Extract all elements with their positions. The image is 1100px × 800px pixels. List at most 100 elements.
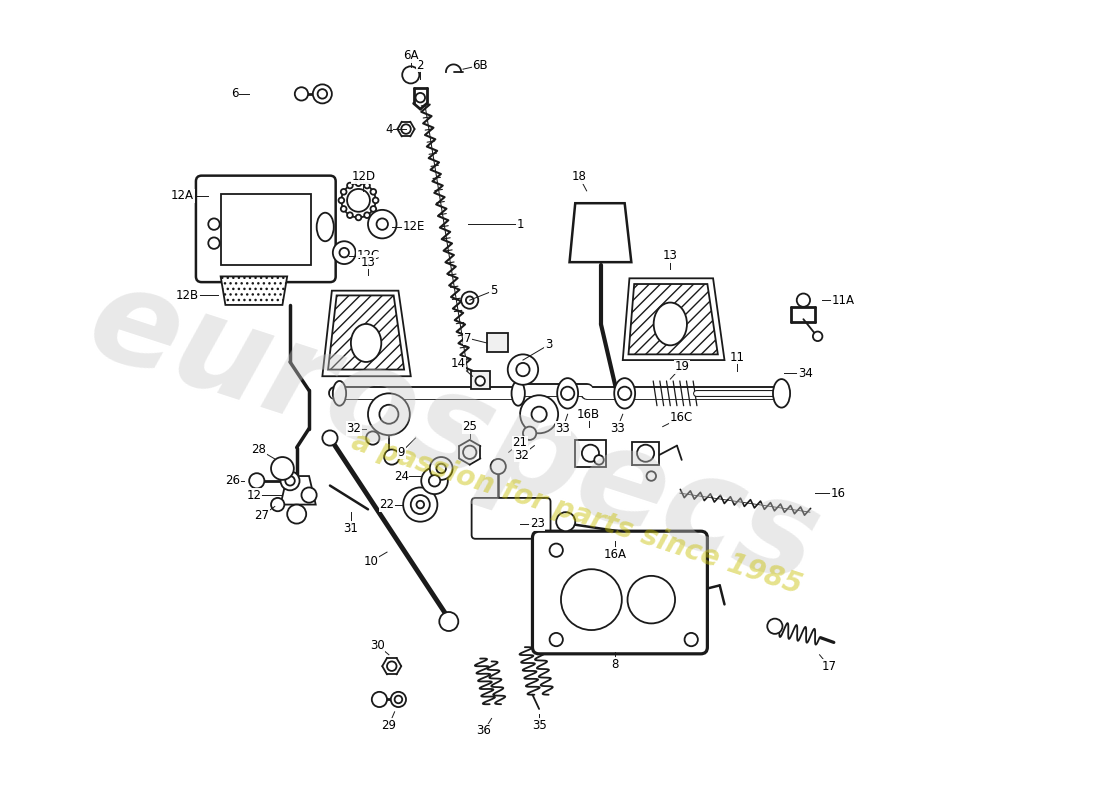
Circle shape — [364, 212, 370, 218]
Text: 12: 12 — [246, 489, 262, 502]
Circle shape — [594, 455, 604, 465]
Text: 8: 8 — [612, 658, 619, 670]
Text: 11A: 11A — [832, 294, 855, 306]
Circle shape — [637, 445, 654, 462]
Circle shape — [461, 292, 478, 309]
Ellipse shape — [351, 324, 382, 362]
Circle shape — [287, 505, 306, 523]
Text: 34: 34 — [798, 367, 813, 380]
Text: 23: 23 — [530, 517, 544, 530]
Circle shape — [372, 692, 387, 707]
Ellipse shape — [558, 378, 579, 409]
Circle shape — [561, 570, 621, 630]
Circle shape — [516, 363, 529, 376]
Circle shape — [550, 543, 563, 557]
Text: 12E: 12E — [403, 221, 425, 234]
Bar — [632, 442, 659, 465]
Text: 24: 24 — [394, 470, 409, 482]
Circle shape — [531, 406, 547, 422]
Bar — [575, 440, 606, 466]
Text: 28: 28 — [251, 443, 266, 456]
Circle shape — [684, 633, 697, 646]
Circle shape — [557, 512, 575, 531]
Circle shape — [376, 218, 388, 230]
Text: 33: 33 — [556, 422, 570, 435]
Circle shape — [322, 430, 338, 446]
Polygon shape — [328, 295, 404, 370]
Circle shape — [208, 218, 220, 230]
Circle shape — [390, 692, 406, 707]
Text: 12B: 12B — [176, 289, 199, 302]
FancyBboxPatch shape — [472, 498, 550, 538]
FancyBboxPatch shape — [196, 176, 336, 282]
Text: 16C: 16C — [670, 410, 693, 424]
Circle shape — [550, 633, 563, 646]
Circle shape — [312, 84, 332, 103]
Text: 35: 35 — [531, 718, 547, 732]
Circle shape — [582, 445, 600, 462]
Circle shape — [355, 180, 361, 186]
Ellipse shape — [614, 378, 635, 409]
Text: 16: 16 — [832, 486, 846, 500]
Circle shape — [404, 487, 438, 522]
Circle shape — [491, 459, 506, 474]
Polygon shape — [280, 476, 316, 505]
Circle shape — [341, 183, 375, 218]
Circle shape — [437, 464, 446, 474]
Circle shape — [371, 189, 376, 194]
Text: 27: 27 — [254, 510, 270, 522]
Circle shape — [271, 457, 294, 480]
Text: 19: 19 — [674, 360, 690, 374]
Circle shape — [475, 376, 485, 386]
Text: eurospecs: eurospecs — [73, 256, 834, 611]
Circle shape — [416, 93, 425, 102]
Circle shape — [348, 182, 353, 188]
Ellipse shape — [317, 213, 333, 242]
Text: 26: 26 — [226, 474, 241, 487]
Circle shape — [561, 386, 574, 400]
Text: 17: 17 — [822, 660, 837, 673]
Circle shape — [508, 354, 538, 385]
Circle shape — [341, 206, 346, 212]
Circle shape — [417, 501, 425, 508]
Text: 16A: 16A — [604, 547, 627, 561]
Circle shape — [618, 386, 631, 400]
Circle shape — [271, 498, 284, 511]
Circle shape — [366, 431, 379, 445]
Circle shape — [295, 87, 308, 101]
Text: 11: 11 — [729, 350, 745, 364]
Circle shape — [301, 487, 317, 502]
Circle shape — [522, 426, 537, 440]
Ellipse shape — [512, 381, 525, 406]
Ellipse shape — [653, 302, 686, 346]
Text: 5: 5 — [490, 284, 497, 297]
Circle shape — [371, 206, 376, 212]
Ellipse shape — [333, 381, 346, 406]
Circle shape — [373, 198, 378, 203]
Circle shape — [768, 618, 782, 634]
Circle shape — [647, 471, 656, 481]
Text: 33: 33 — [609, 422, 625, 435]
Text: 25: 25 — [462, 420, 477, 433]
Bar — [471, 371, 490, 389]
Text: 6A: 6A — [403, 50, 418, 62]
Circle shape — [494, 502, 503, 512]
Circle shape — [520, 395, 558, 434]
Polygon shape — [570, 203, 631, 262]
Text: a passion for parts since 1985: a passion for parts since 1985 — [349, 428, 806, 600]
Circle shape — [341, 189, 346, 194]
Bar — [221, 194, 311, 265]
Circle shape — [395, 696, 403, 703]
Circle shape — [796, 294, 810, 307]
Circle shape — [280, 471, 299, 490]
Circle shape — [333, 242, 355, 264]
Text: 9: 9 — [397, 446, 405, 458]
FancyBboxPatch shape — [532, 531, 707, 654]
Circle shape — [250, 474, 264, 489]
Circle shape — [379, 405, 398, 424]
Polygon shape — [322, 290, 410, 376]
Circle shape — [339, 198, 344, 203]
Circle shape — [402, 124, 410, 134]
Circle shape — [421, 467, 448, 494]
Circle shape — [368, 394, 410, 435]
